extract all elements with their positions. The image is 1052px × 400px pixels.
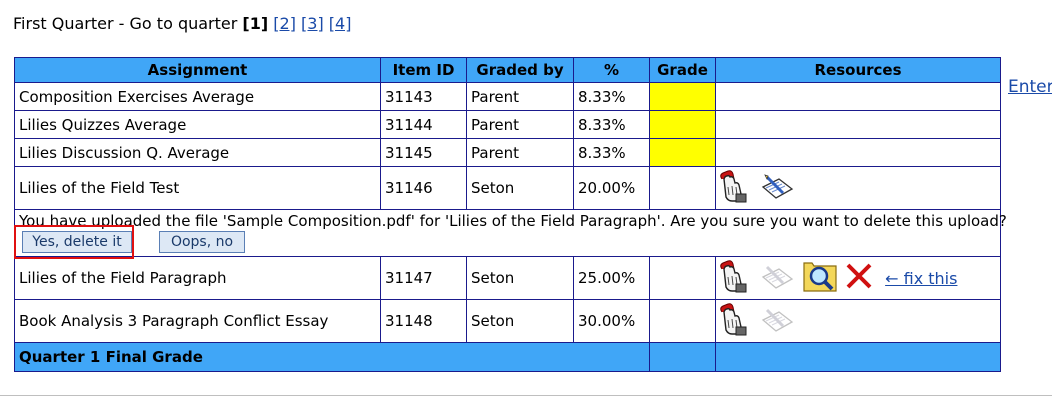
table-row: Lilies Quizzes Average 31144 Parent 8.33… [14, 110, 1001, 139]
bottom-divider [0, 395, 1052, 396]
final-grade-row: Quarter 1 Final Grade [14, 342, 1001, 372]
graded-by: Parent [466, 138, 574, 167]
resources-cell [715, 110, 1001, 139]
header-graded-by: Graded by [466, 57, 574, 83]
delete-confirm-row: You have uploaded the file 'Sample Compo… [14, 209, 1007, 259]
oops-no-button[interactable]: Oops, no [159, 231, 245, 253]
current-quarter: [1] [242, 14, 269, 33]
table-row: Composition Exercises Average 31143 Pare… [14, 82, 1001, 111]
assignment-name: Book Analysis 3 Paragraph Conflict Essay [14, 299, 381, 343]
percent: 8.33% [573, 138, 650, 167]
grade-cell [649, 82, 716, 111]
final-grade-cell [649, 342, 716, 372]
fix-this-link[interactable]: ← fix this [885, 268, 958, 288]
hand-upload-icon[interactable] [716, 167, 752, 209]
graded-by: Parent [466, 82, 574, 111]
percent: 8.33% [573, 82, 650, 111]
quarter-link-2[interactable]: [2] [273, 14, 296, 33]
notepad-pencil-icon[interactable] [759, 169, 795, 207]
assignment-name: Lilies of the Field Test [14, 166, 381, 210]
delete-confirm-message: You have uploaded the file 'Sample Compo… [19, 212, 1007, 230]
header-assignment: Assignment [14, 57, 381, 83]
table-row: Lilies of the Field Paragraph 31147 Seto… [14, 256, 1001, 300]
assignment-name: Lilies Quizzes Average [14, 110, 381, 139]
highlight-box [14, 225, 134, 259]
red-x-delete-icon[interactable] [844, 261, 874, 295]
table-row: Lilies of the Field Test 31146 Seton 20.… [14, 166, 1001, 210]
hand-upload-icon[interactable] [716, 257, 752, 299]
notepad-pencil-icon [759, 259, 795, 297]
graded-by: Seton [466, 299, 574, 343]
resources-cell [715, 166, 1001, 210]
item-id: 31148 [380, 299, 467, 343]
quarter-navigation: First Quarter - Go to quarter [1] [2] [3… [13, 14, 351, 33]
grade-cell [649, 138, 716, 167]
item-id: 31145 [380, 138, 467, 167]
quarter-link-4[interactable]: [4] [328, 14, 352, 33]
graded-by: Parent [466, 110, 574, 139]
table-row: Book Analysis 3 Paragraph Conflict Essay… [14, 299, 1001, 343]
item-id: 31146 [380, 166, 467, 210]
header-grade: Grade [649, 57, 716, 83]
notepad-pencil-icon [759, 302, 795, 340]
grade-cell [649, 299, 716, 343]
header-percent: % [573, 57, 650, 83]
header-resources: Resources [715, 57, 1001, 83]
item-id: 31143 [380, 82, 467, 111]
delete-confirm-cell: You have uploaded the file 'Sample Compo… [14, 209, 1007, 259]
assignment-name: Lilies of the Field Paragraph [14, 256, 381, 300]
graded-by: Seton [466, 256, 574, 300]
grade-cell [649, 110, 716, 139]
final-resources-cell [715, 342, 1001, 372]
table-row: Lilies Discussion Q. Average 31145 Paren… [14, 138, 1001, 167]
final-grade-label: Quarter 1 Final Grade [14, 342, 650, 372]
table-header-row: Assignment Item ID Graded by % Grade Res… [14, 57, 1001, 83]
yes-delete-button[interactable]: Yes, delete it [22, 231, 132, 253]
resources-cell: ← fix this [715, 256, 1001, 300]
grade-cell [649, 166, 716, 210]
hand-upload-icon[interactable] [716, 300, 752, 342]
item-id: 31144 [380, 110, 467, 139]
resources-cell [715, 299, 1001, 343]
header-item-id: Item ID [380, 57, 467, 83]
graded-by: Seton [466, 166, 574, 210]
assignments-table: Assignment Item ID Graded by % Grade Res… [14, 57, 1007, 372]
resources-cell [715, 82, 1001, 111]
assignment-name: Composition Exercises Average [14, 82, 381, 111]
percent: 25.00% [573, 256, 650, 300]
assignment-name: Lilies Discussion Q. Average [14, 138, 381, 167]
percent: 20.00% [573, 166, 650, 210]
magnifier-view-icon[interactable] [802, 259, 838, 297]
item-id: 31147 [380, 256, 467, 300]
grade-cell [649, 256, 716, 300]
confirm-buttons: Yes, delete it Oops, no [14, 225, 996, 259]
percent: 30.00% [573, 299, 650, 343]
enter-link[interactable]: Enter [1008, 77, 1052, 97]
quarter-nav-title: First Quarter - Go to quarter [13, 14, 238, 33]
percent: 8.33% [573, 110, 650, 139]
quarter-link-3[interactable]: [3] [301, 14, 324, 33]
resources-cell [715, 138, 1001, 167]
